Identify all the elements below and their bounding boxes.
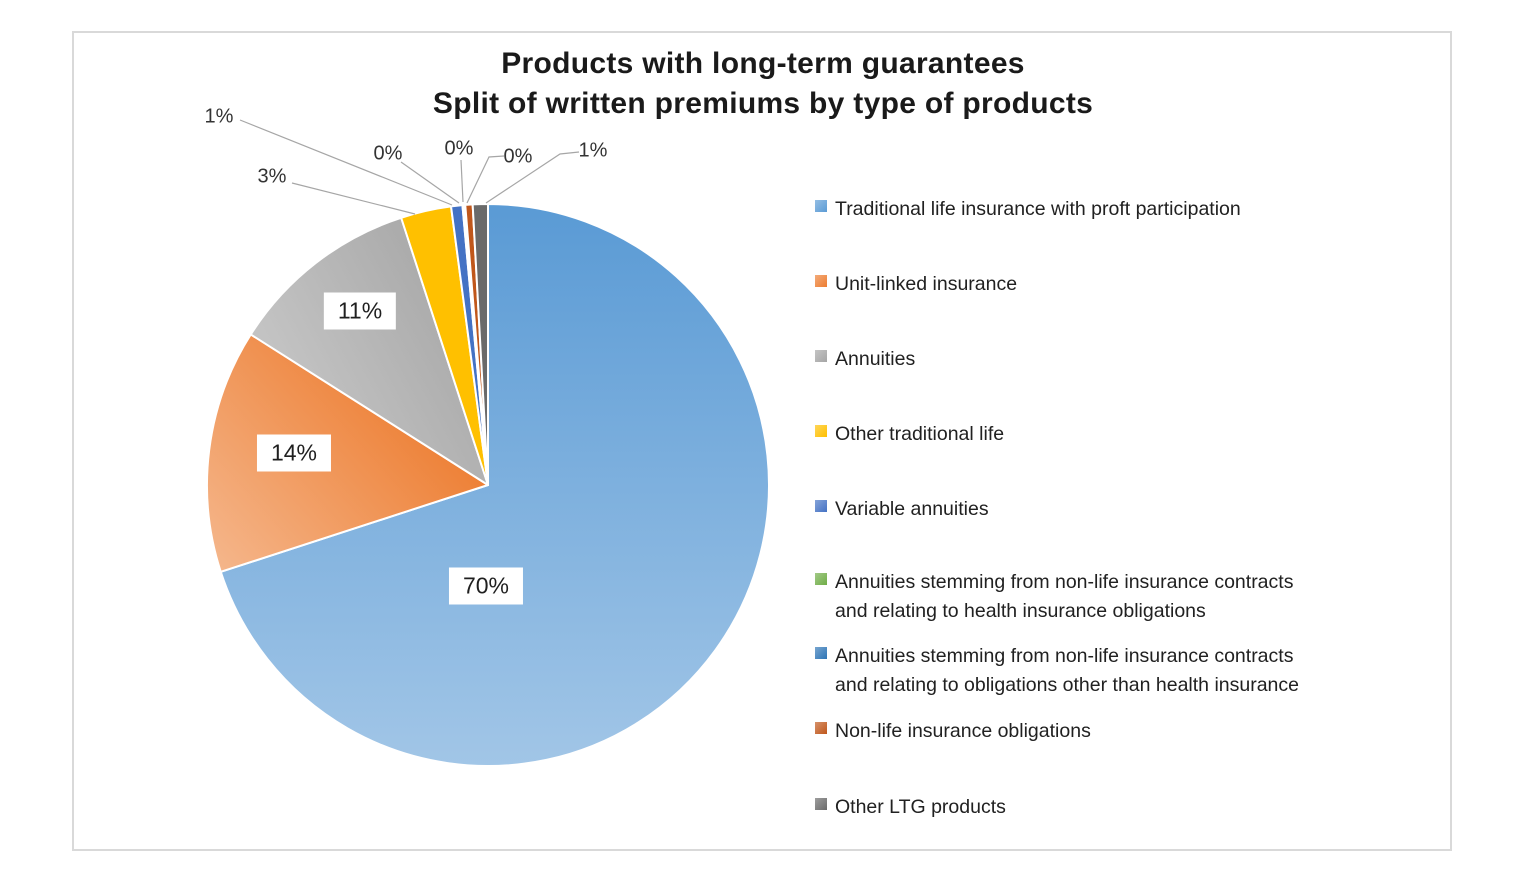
pie-slice-other-ltg-products bbox=[471, 203, 489, 486]
pie-label-unit-linked: 14% bbox=[256, 434, 332, 472]
legend-swatch-annuities-nonlife-other bbox=[815, 647, 827, 659]
leader-line bbox=[485, 151, 580, 204]
pie-slice-annuities bbox=[249, 216, 489, 486]
pie-slice-traditional-life-insurance bbox=[219, 203, 770, 767]
legend-swatch-other-ltg bbox=[815, 798, 827, 810]
legend-label-annuities-nonlife-other: Annuities stemming from non-life insuran… bbox=[835, 645, 1299, 696]
legend-item-nonlife-obligations: Non-life insurance obligations bbox=[815, 717, 1091, 746]
pie-label-annuities-nonlife-health: 0% bbox=[373, 142, 403, 165]
legend-label-other-ltg: Other LTG products bbox=[835, 796, 1006, 818]
legend-item-other-traditional-life: Other traditional life bbox=[815, 420, 1004, 449]
legend-label-traditional-life: Traditional life insurance with proft pa… bbox=[835, 198, 1241, 220]
legend-swatch-annuities bbox=[815, 350, 827, 362]
legend-label-unit-linked: Unit-linked insurance bbox=[835, 273, 1018, 295]
legend-item-other-ltg: Other LTG products bbox=[815, 793, 1006, 822]
legend-label-annuities-nonlife-health: Annuities stemming from non-life insuran… bbox=[835, 571, 1294, 622]
legend-item-traditional-life: Traditional life insurance with proft pa… bbox=[815, 195, 1241, 224]
leader-lines bbox=[239, 119, 580, 215]
legend-swatch-other-traditional-life bbox=[815, 425, 827, 437]
legend-label-annuities: Annuities bbox=[835, 348, 916, 370]
legend-swatch-variable-annuities bbox=[815, 500, 827, 512]
chart-title: Products with long-term guarantees Split… bbox=[72, 44, 1454, 124]
pie-label-annuities-nonlife-other: 0% bbox=[444, 137, 474, 160]
leader-line bbox=[460, 159, 464, 203]
pie-label-traditional-life: 70% bbox=[448, 567, 524, 605]
leader-line bbox=[291, 182, 416, 215]
chart-title-line2: Split of written premiums by type of pro… bbox=[432, 87, 1094, 120]
legend-label-other-traditional-life: Other traditional life bbox=[835, 423, 1005, 445]
pie-label-nonlife-obligations: 0% bbox=[503, 145, 533, 168]
legend-swatch-nonlife-obligations bbox=[815, 722, 827, 734]
leader-line bbox=[239, 119, 453, 206]
legend-item-annuities-nonlife-health: Annuities stemming from non-life insuran… bbox=[815, 568, 1293, 626]
legend-label-variable-annuities: Variable annuities bbox=[835, 498, 989, 520]
chart-title-line1: Products with long-term guarantees bbox=[501, 47, 1025, 80]
legend-item-variable-annuities: Variable annuities bbox=[815, 495, 989, 524]
pie-label-other-ltg: 1% bbox=[578, 139, 608, 162]
legend-swatch-unit-linked bbox=[815, 275, 827, 287]
leader-line bbox=[466, 155, 505, 204]
legend-label-nonlife-obligations: Non-life insurance obligations bbox=[835, 720, 1091, 742]
legend-swatch-annuities-nonlife-health bbox=[815, 573, 827, 585]
legend-swatch-traditional-life bbox=[815, 200, 827, 212]
pie-label-other-traditional-life: 3% bbox=[257, 165, 287, 188]
legend-item-annuities-nonlife-other: Annuities stemming from non-life insuran… bbox=[815, 642, 1299, 700]
pie-slice-unit-linked-insurance bbox=[206, 333, 489, 573]
leader-line bbox=[400, 161, 460, 204]
pie-label-annuities: 11% bbox=[323, 292, 397, 330]
legend-item-unit-linked: Unit-linked insurance bbox=[815, 270, 1017, 299]
pie-label-variable-annuities: 1% bbox=[204, 105, 234, 128]
legend-item-annuities: Annuities bbox=[815, 345, 915, 374]
